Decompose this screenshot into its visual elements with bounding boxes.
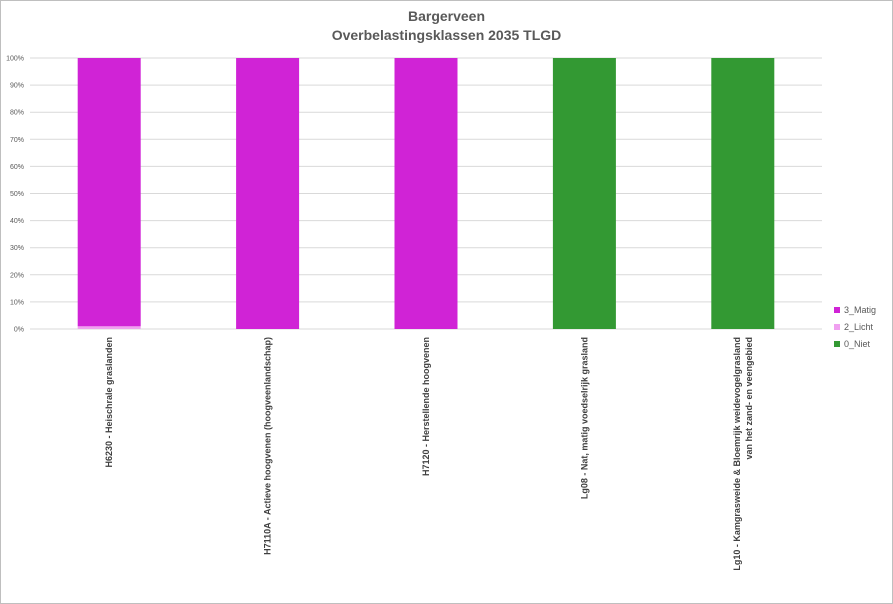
x-category-label: H7110A - Actieve hoogvenen (hoogveenland… (263, 337, 273, 555)
y-tick-label: 100% (6, 56, 24, 63)
legend-label: 2_Licht (844, 321, 874, 332)
x-category-label: H7120 - Herstellende hoogvenen (421, 337, 431, 476)
legend-label: 0_Niet (844, 338, 871, 349)
chart-title: Bargerveen (407, 8, 486, 24)
y-tick-label: 50% (10, 191, 24, 198)
bar-segment-0-niet (552, 58, 616, 329)
bar-segment-3-matig (394, 58, 458, 329)
legend-swatch (834, 323, 840, 330)
x-category-label-line: Lg10 - Kamgrasweide & Bloemrijk weidevog… (732, 337, 742, 571)
x-category-label-line: van het zand- en veengebied (744, 337, 754, 460)
legend-item: 0_Niet (834, 336, 876, 351)
x-category-label: H6230 - Heischrale graslanden (104, 337, 114, 468)
y-tick-label: 10% (10, 299, 24, 306)
legend-swatch (834, 306, 840, 313)
x-category-label-line: H7110A - Actieve hoogvenen (hoogveenland… (263, 337, 273, 555)
chart-legend: 3_Matig 2_Licht 0_Niet (834, 302, 876, 353)
legend-item: 3_Matig (834, 302, 876, 317)
y-tick-label: 60% (10, 164, 24, 171)
x-category-label: Lg08 - Nat, matig voedselrijk grasland (579, 337, 589, 499)
bar-segment-0-niet (711, 58, 775, 329)
y-tick-label: 40% (10, 218, 24, 225)
y-tick-label: 80% (10, 110, 24, 117)
x-category-label-line: H7120 - Herstellende hoogvenen (421, 337, 431, 476)
y-tick-label: 0% (14, 327, 24, 334)
y-tick-label: 20% (10, 272, 24, 279)
legend-item: 2_Licht (834, 319, 876, 334)
y-tick-label: 90% (10, 83, 24, 90)
chart-subtitle: Overbelastingsklassen 2035 TLGD (331, 27, 562, 43)
bar-segment-3-matig (77, 58, 141, 327)
x-category-label-line: Lg08 - Nat, matig voedselrijk grasland (579, 337, 589, 499)
x-category-label-line: H6230 - Heischrale graslanden (104, 337, 114, 468)
bar-segment-2-licht (77, 326, 141, 329)
legend-label: 3_Matig (844, 304, 877, 315)
bar-segment-3-matig (236, 58, 300, 329)
legend-swatch (834, 340, 840, 347)
y-tick-label: 30% (10, 245, 24, 252)
y-tick-label: 70% (10, 137, 24, 144)
x-category-label: Lg10 - Kamgrasweide & Bloemrijk weidevog… (732, 337, 754, 571)
